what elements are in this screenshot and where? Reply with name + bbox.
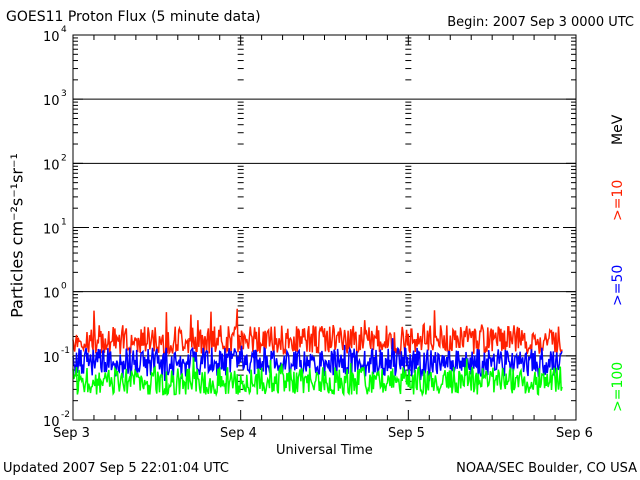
energy-unit-label: MeV [610,114,626,145]
series-line-1 [72,338,563,382]
y-tick-exponent: 3 [61,89,67,99]
y-tick-exponent: 1 [61,218,67,228]
y-tick-label: 10 [43,94,60,109]
y-tick-exponent: 0 [61,282,67,292]
y-tick-label: 10 [43,351,60,366]
legend-series-0: >=10 [610,179,626,221]
series-line-2 [72,357,563,397]
y-tick-exponent: -1 [61,346,70,356]
legend-series-1: >=50 [610,264,626,306]
plot-frame [72,34,577,421]
x-tick-label-2: Sep 5 [388,426,425,441]
updated-time: Updated 2007 Sep 5 22:01:04 UTC [3,461,230,476]
y-tick-exponent: -2 [61,410,70,420]
y-tick-label: 10 [43,287,60,302]
x-tick-label-1: Sep 4 [220,426,257,441]
y-tick-exponent: 4 [61,25,67,35]
begin-time: Begin: 2007 Sep 3 0000 UTC [447,15,634,30]
series-line-0 [72,308,563,356]
x-tick-label-0: Sep 3 [53,426,90,441]
x-axis-label: Universal Time [276,443,373,458]
y-tick-label: 10 [43,415,60,430]
y-tick-exponent: 2 [61,153,67,163]
chart-title: GOES11 Proton Flux (5 minute data) [6,9,261,25]
y-tick-label: 10 [43,223,60,238]
credit: NOAA/SEC Boulder, CO USA [456,461,637,476]
x-tick-label-3: Sep 6 [556,426,593,441]
y-tick-label: 10 [43,30,60,45]
y-tick-label: 10 [43,158,60,173]
legend-series-2: >=100 [610,361,626,412]
y-axis-label: Particles cm⁻²s⁻¹sr⁻¹ [7,153,27,318]
